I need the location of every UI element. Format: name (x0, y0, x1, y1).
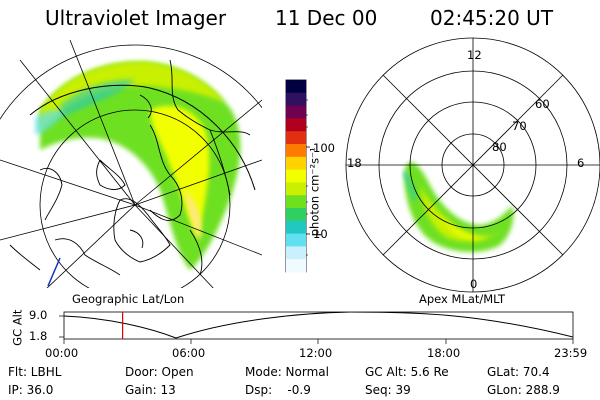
instrument-title: Ultraviolet Imager (45, 6, 227, 30)
mlat-label-80: 80 (492, 140, 507, 154)
colorbar-cell (286, 144, 306, 158)
geographic-grid (0, 40, 262, 288)
altitude-tick-9: 9.0 (29, 308, 48, 322)
colorbar-cell (286, 246, 306, 260)
colorbar-unit-label: photon cm⁻²s⁻¹ (307, 147, 322, 237)
door-info: Door: Open (125, 365, 194, 379)
colorbar-cell (286, 156, 306, 171)
gain-info: Gain: 13 (125, 383, 176, 397)
colorbar-cell (286, 182, 306, 196)
geographic-coastlines (9, 59, 251, 276)
geographic-map (0, 40, 262, 288)
dsp-info: Dsp: -0.9 (245, 383, 311, 397)
mode-info: Mode: Normal (245, 365, 329, 379)
mlt-label-18: 18 (347, 156, 362, 170)
colorbar-cell (286, 92, 306, 107)
time-tick-1200: 12:00 (299, 346, 333, 360)
polar-grid (345, 37, 600, 293)
colorbar-tick-100: 100 (313, 141, 335, 155)
geographic-boundary-curve (29, 84, 256, 191)
mlt-label-0: 0 (470, 277, 478, 291)
altitude-tick-1-8: 1.8 (29, 329, 48, 343)
polar-aurora-oval (402, 162, 514, 252)
filter-info: Flt: LBHL (8, 365, 62, 379)
colorbar-cell (286, 208, 306, 222)
colorbar-cell (286, 220, 306, 235)
glat-info: GLat: 70.4 (487, 365, 550, 379)
colorbar-cell (286, 118, 306, 132)
time-tick-0000: 00:00 (45, 346, 79, 360)
mlat-label-60: 60 (535, 97, 550, 111)
polar-map (345, 37, 600, 293)
colorbar-cell (286, 105, 306, 119)
geographic-aurora-emission (35, 61, 241, 270)
colorbar-cell (286, 80, 306, 94)
apex-caption: Apex MLat/MLT (419, 292, 506, 306)
colorbar-cell (286, 233, 306, 247)
color-scale-bar (285, 79, 310, 273)
geographic-caption: Geographic Lat/Lon (72, 292, 185, 306)
gc-alt-info: GC Alt: 5.6 Re (365, 365, 449, 379)
date-label: 11 Dec 00 (275, 6, 378, 30)
mlt-label-6: 6 (577, 156, 585, 170)
time-label: 02:45:20 UT (430, 6, 554, 30)
colorbar-cell (286, 169, 306, 183)
altitude-y-label: GC Alt (10, 309, 25, 346)
time-tick-1800: 18:00 (427, 346, 461, 360)
seq-info: Seq: 39 (365, 383, 411, 397)
mlt-label-12: 12 (467, 48, 482, 62)
spacecraft-footprint-line (47, 257, 61, 287)
colorbar-tick-10: 10 (313, 227, 328, 241)
colorbar-cell (286, 131, 306, 145)
altitude-curve (64, 312, 573, 339)
time-tick-2359: 23:59 (554, 346, 588, 360)
ip-info: IP: 36.0 (8, 383, 54, 397)
altitude-plot (59, 311, 574, 344)
time-tick-0600: 06:00 (172, 346, 206, 360)
mlat-label-70: 70 (512, 119, 527, 133)
colorbar-cell (286, 195, 306, 209)
glon-info: GLon: 288.9 (487, 383, 560, 397)
colorbar-cell (286, 259, 306, 273)
